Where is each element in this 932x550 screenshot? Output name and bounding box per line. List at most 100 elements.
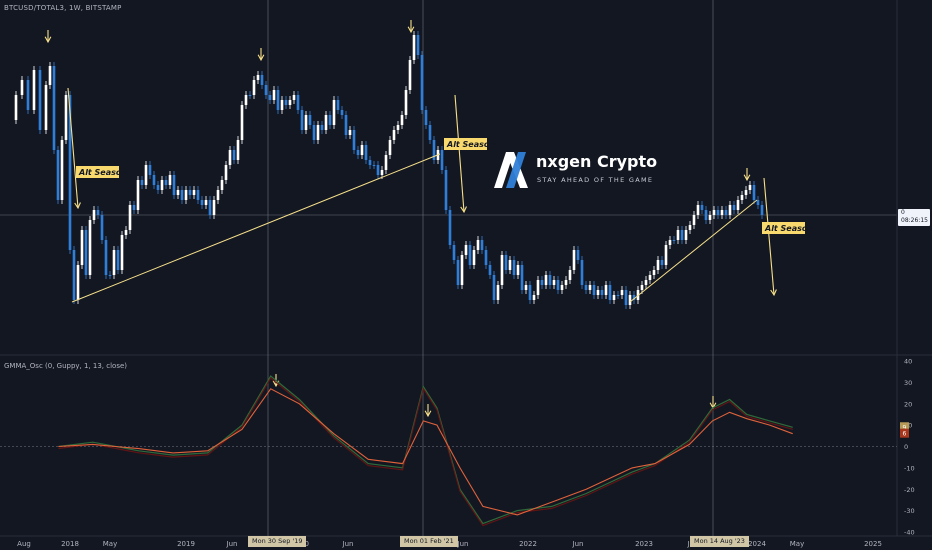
candle-body [588, 285, 592, 290]
candle-body [576, 250, 580, 260]
candle-body [80, 230, 84, 265]
candle-body [192, 190, 196, 195]
candle-body [64, 95, 68, 140]
dump-arrow-1 [67, 87, 79, 209]
candle-body [628, 295, 632, 305]
time-tick-label: May [790, 540, 804, 548]
candle-body [540, 280, 544, 285]
candle-body [168, 175, 172, 185]
candle-body [332, 100, 336, 125]
candle-body [288, 100, 292, 105]
candle-body [732, 205, 736, 210]
candle-body [452, 245, 456, 260]
osc-y-tick: -40 [904, 529, 915, 537]
candle-body [160, 180, 164, 190]
candle-body [368, 160, 372, 165]
candle-body [304, 115, 308, 130]
candle-body [396, 125, 400, 130]
candle-body [712, 210, 716, 215]
candle-body [76, 265, 80, 300]
peak-arrow-3-head [407, 26, 415, 34]
candle-body [312, 125, 316, 140]
candle-body [340, 110, 344, 115]
watermark-logo: nxgen Crypto STAY AHEAD OF THE GAME [492, 148, 657, 194]
candle-body [268, 95, 272, 100]
candle-body [292, 95, 296, 100]
candle-body [392, 130, 396, 140]
candle-body [564, 280, 568, 285]
candle-body [176, 190, 180, 195]
candle-body [164, 180, 168, 185]
candle-body [336, 100, 340, 110]
candle-body [244, 95, 248, 105]
candle-body [668, 240, 672, 245]
time-tick-label: Aug [17, 540, 31, 548]
candle-body [584, 285, 588, 290]
candle-body [84, 230, 88, 275]
candle-body [180, 190, 184, 200]
candle-body [380, 170, 384, 175]
osc-y-tick: -10 [904, 464, 915, 472]
watermark-tagline: STAY AHEAD OF THE GAME [537, 176, 654, 184]
time-tick-label: May [103, 540, 117, 548]
peak-arrow-2-head [257, 54, 265, 62]
candle-body [204, 200, 208, 205]
candle-body [100, 215, 104, 240]
candle-body [424, 110, 428, 125]
osc-y-tick: 40 [904, 358, 912, 366]
candle-body [640, 285, 644, 290]
candle-body [672, 240, 676, 241]
candle-body [208, 200, 212, 215]
candle-body [512, 260, 516, 275]
candle-body [48, 66, 52, 85]
candle-body [212, 200, 216, 215]
time-tick-label: Jun [226, 540, 238, 548]
osc-peak-arrow-2-head [424, 410, 432, 418]
candle-body [508, 260, 512, 270]
peak-arrow-1-head [44, 36, 52, 44]
candle-body [220, 180, 224, 190]
candle-body [44, 85, 48, 130]
time-tick-label: 2024 [748, 540, 766, 548]
candle-body [224, 165, 228, 180]
candle-body [14, 95, 18, 120]
candle-body [684, 230, 688, 240]
candle-body [96, 210, 100, 215]
candle-body [136, 180, 140, 210]
dump-arrow-2 [454, 94, 465, 213]
candle-body [144, 165, 148, 185]
candle-body [108, 275, 112, 276]
trend-line-2 [629, 199, 758, 303]
candle-body [728, 205, 732, 215]
alt-season-label-bg [762, 222, 805, 234]
candle-body [680, 230, 684, 240]
candle-body [196, 190, 200, 200]
candle-body [56, 150, 60, 200]
price-label-countdown: 08:26:15 [901, 217, 928, 224]
candle-body [460, 255, 464, 285]
candle-body [38, 70, 42, 130]
alt-season-label: Alt Season [446, 140, 495, 149]
candle-body [476, 240, 480, 250]
alt-season-label-bg [444, 138, 487, 150]
oscillator-title: GMMA_Osc (0, Guppy, 1, 13, close) [4, 362, 128, 370]
candle-body [652, 270, 656, 275]
candle-body [716, 210, 720, 215]
candle-body [236, 140, 240, 160]
candle-body [240, 105, 244, 140]
candle-body [132, 205, 136, 210]
candle-body [328, 115, 332, 125]
candle-body [272, 90, 276, 100]
symbol-title: BTCUSD/TOTAL3, 1W, BITSTAMP [4, 4, 122, 12]
candle-body [756, 200, 760, 205]
osc-last-value: 6 [903, 431, 907, 438]
candle-body [524, 285, 528, 290]
time-tick-label: Jun [342, 540, 354, 548]
candle-body [504, 255, 508, 270]
candle-body [280, 100, 284, 110]
time-tick-label: 2025 [864, 540, 882, 548]
candle-body [596, 290, 600, 295]
dump-arrow-2-head [460, 206, 467, 214]
candle-body [604, 285, 608, 295]
